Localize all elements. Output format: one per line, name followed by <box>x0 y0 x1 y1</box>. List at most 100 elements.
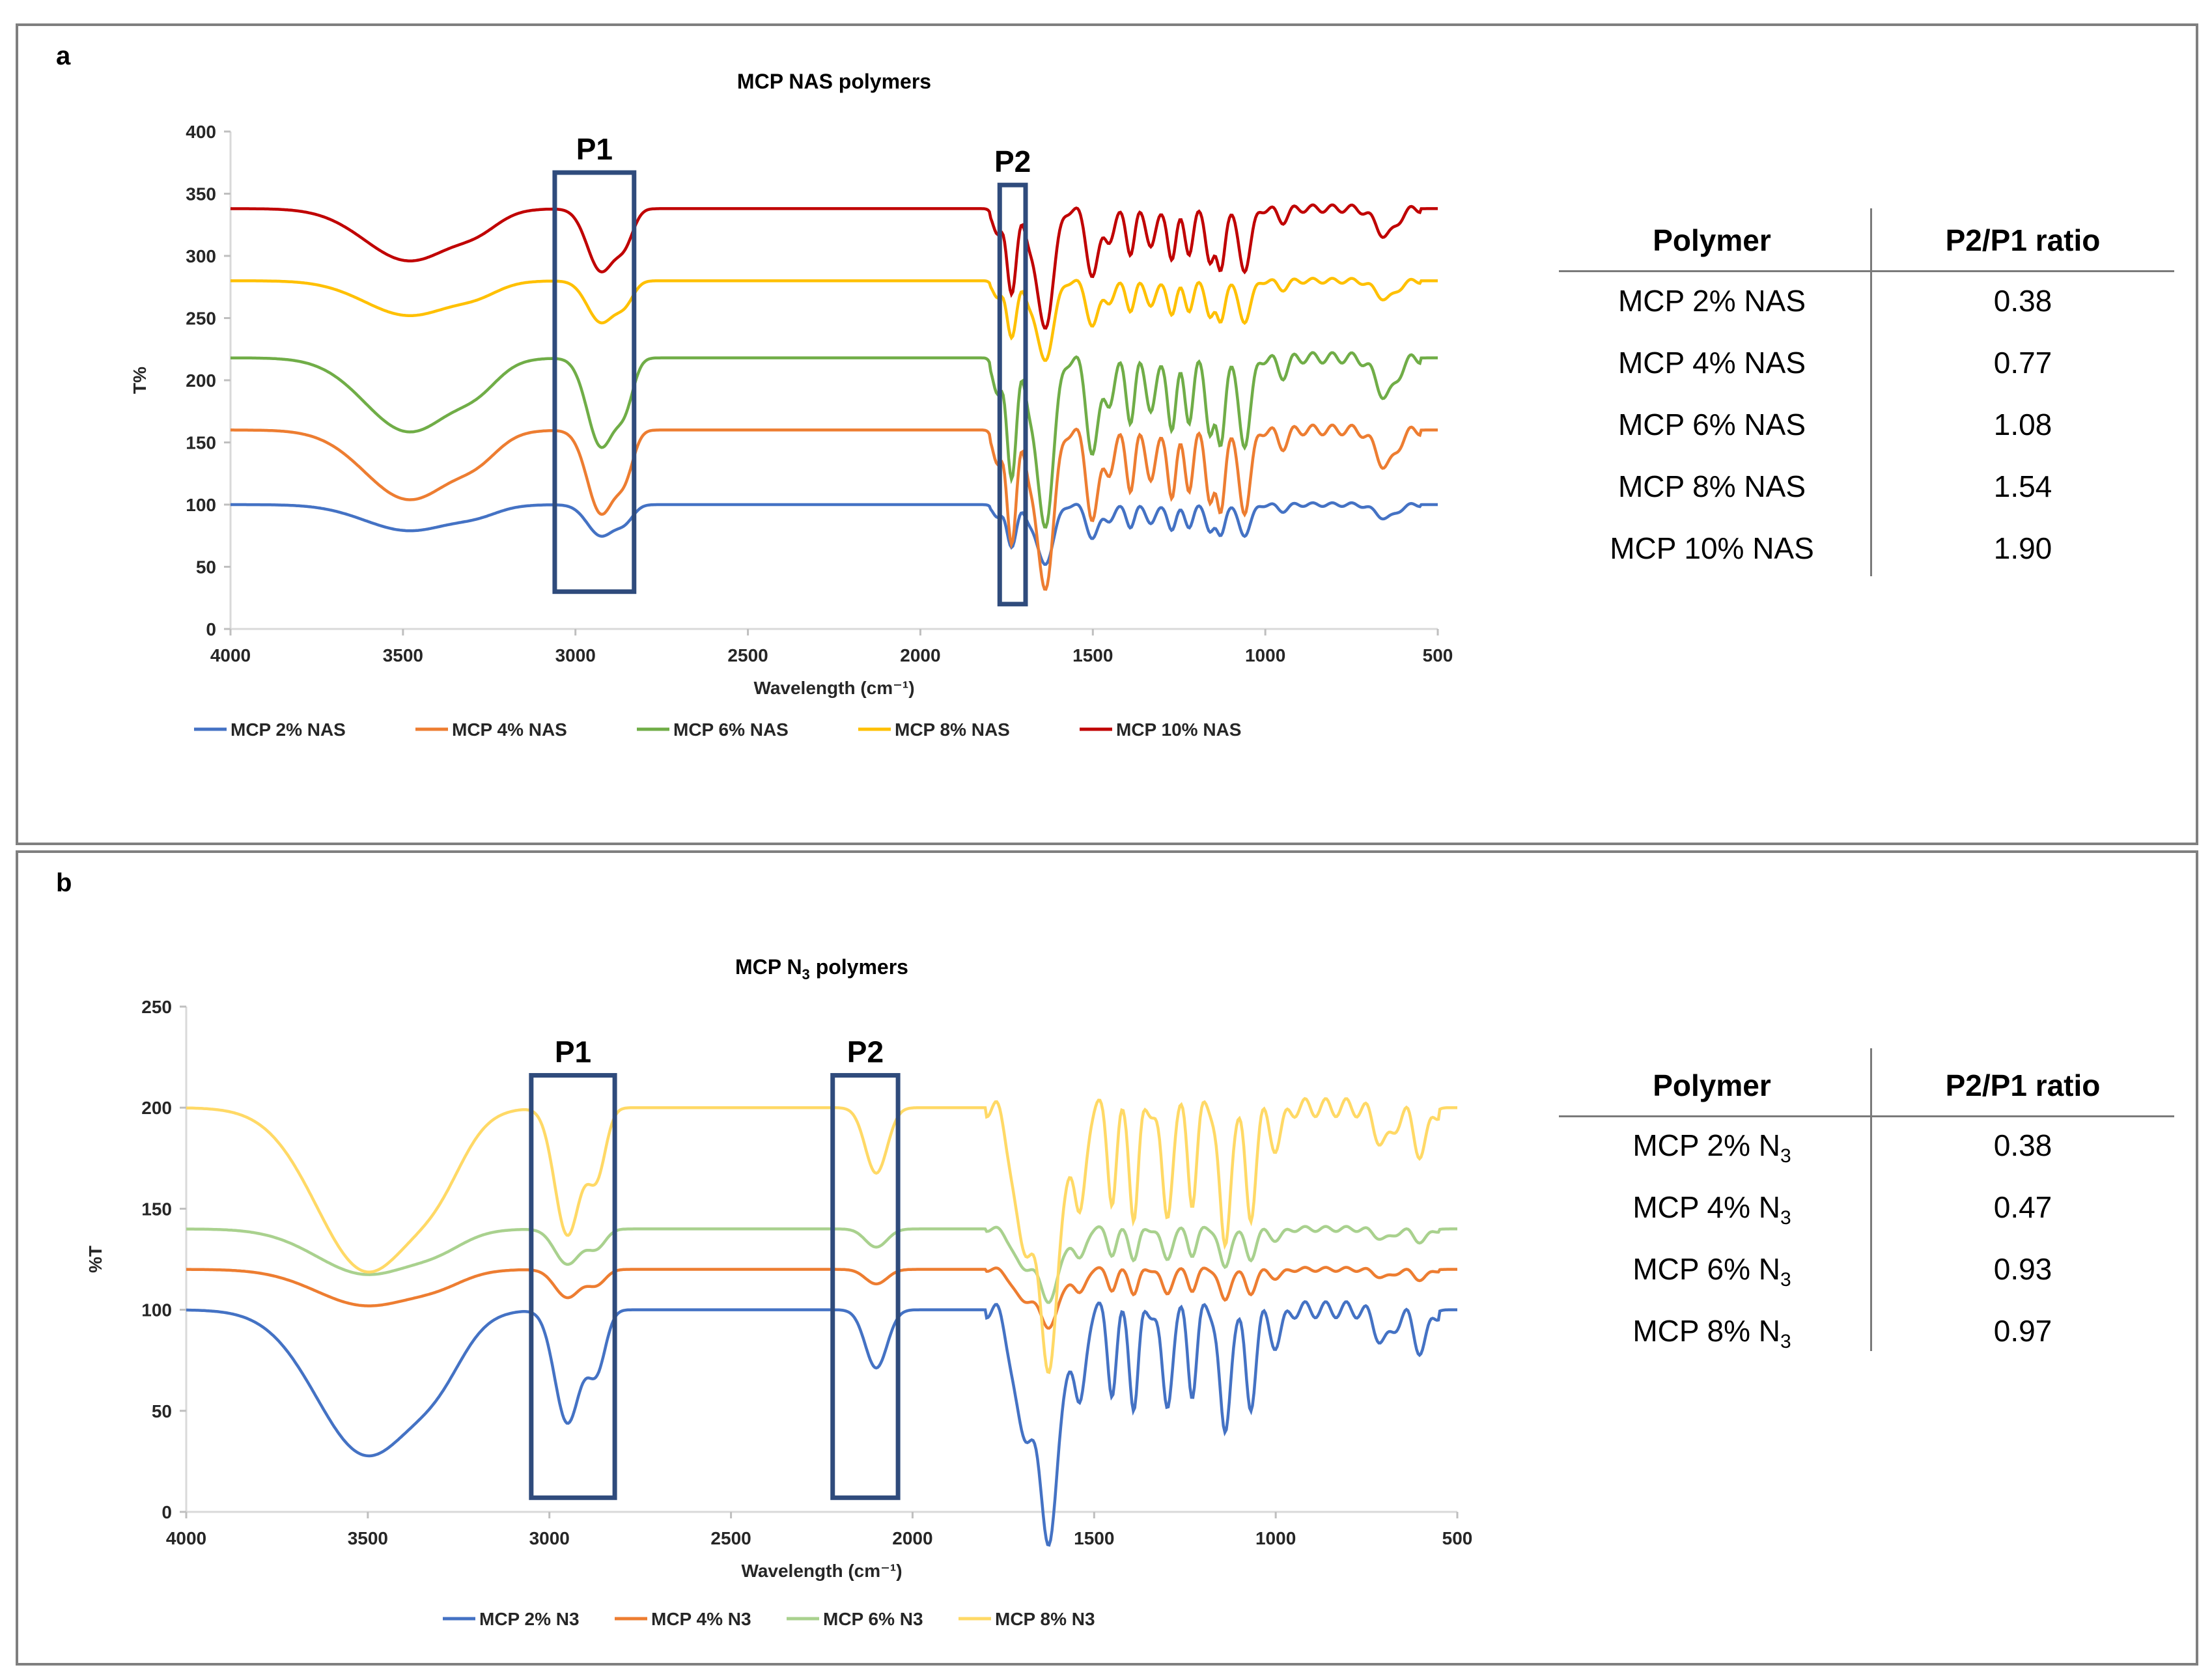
x-tick-label: 2000 <box>892 1528 932 1548</box>
table-cell-ratio: 1.08 <box>1993 408 2052 441</box>
series-line <box>231 501 1438 566</box>
x-axis-label: Wavelength (cm⁻¹) <box>753 678 914 698</box>
peak-box <box>830 1073 901 1500</box>
chart-b: MCP N3 polymers 0 50 100 150 200 250 4000 3500 30… <box>85 955 1473 1629</box>
x-axis-label: Wavelength (cm⁻¹) <box>741 1561 902 1581</box>
x-tick-label: 4000 <box>166 1528 206 1548</box>
legend-label: MCP 2% N3 <box>479 1609 580 1629</box>
peak-label: P2 <box>847 1035 884 1069</box>
y-tick-label: 0 <box>161 1502 172 1522</box>
x-tick-label: 2500 <box>727 645 768 665</box>
y-tick-label: 0 <box>206 619 216 639</box>
x-tick-label: 4000 <box>210 645 251 665</box>
y-tick-label: 300 <box>186 246 216 266</box>
subscript: 3 <box>1780 1145 1791 1167</box>
x-tick-label: 1000 <box>1245 645 1285 665</box>
table-divider <box>1559 1115 2174 1117</box>
y-tick-label: 400 <box>186 122 216 142</box>
table-header-ratio: P2/P1 ratio <box>1945 223 2101 257</box>
table-divider <box>1559 270 2174 272</box>
table-cell-ratio: 0.77 <box>1993 346 2052 380</box>
x-tick-label: 3000 <box>555 645 596 665</box>
x-tick-label: 2500 <box>710 1528 751 1548</box>
ratio-table-b: Polymer P2/P1 ratio MCP 2% N3 0.38 MCP 4… <box>1559 1048 2174 1361</box>
x-tick-label: 3500 <box>383 645 423 665</box>
x-tick-label: 3500 <box>348 1528 388 1548</box>
polymer-name: MCP 8% N <box>1632 1314 1780 1348</box>
x-tick-label: 500 <box>1423 645 1453 665</box>
subscript: 3 <box>1780 1269 1791 1290</box>
table-cell-ratio: 1.54 <box>1993 469 2052 503</box>
y-axis-label: %T <box>85 1246 105 1273</box>
series-line <box>230 203 1438 330</box>
series-line <box>231 423 1438 591</box>
y-tick-label: 100 <box>141 1300 172 1320</box>
table-cell-polymer: MCP 8% NAS <box>1617 469 1806 503</box>
y-tick-label: 150 <box>186 433 216 453</box>
y-tick-label: 200 <box>141 1098 172 1118</box>
legend-label: MCP 8% N3 <box>995 1609 1095 1629</box>
chart-a: MCP NAS polymers 0 50 100 150 200 250 300 350 400… <box>130 70 1453 740</box>
panel-label: b <box>56 869 72 897</box>
y-tick-label: 250 <box>186 309 216 329</box>
y-tick-label: 350 <box>186 184 216 204</box>
polymer-name: MCP 6% N <box>1632 1252 1780 1286</box>
legend-label: MCP 6% NAS <box>673 719 789 740</box>
series-line <box>186 1300 1457 1547</box>
table-divider <box>1870 208 1872 576</box>
peak-label: P2 <box>994 145 1031 178</box>
table-cell-polymer: MCP 2% NAS <box>1617 284 1806 318</box>
table-cell-ratio: 0.38 <box>1993 284 2052 318</box>
series-line <box>231 351 1438 529</box>
y-tick-label: 150 <box>141 1199 172 1219</box>
panel-label: a <box>56 42 71 70</box>
chart-title: MCP NAS polymers <box>737 70 931 93</box>
table-cell-polymer: MCP 4% N3 <box>1559 1190 1865 1229</box>
table-divider <box>1870 1048 1872 1351</box>
y-tick-label: 100 <box>186 495 216 515</box>
table-header-ratio: P2/P1 ratio <box>1945 1068 2101 1102</box>
table-cell-ratio: 0.97 <box>1993 1314 2052 1348</box>
x-tick-label: 2000 <box>900 645 940 665</box>
y-tick-label: 50 <box>152 1401 172 1421</box>
x-tick-label: 500 <box>1442 1528 1473 1548</box>
legend-label: MCP 10% NAS <box>1116 719 1241 740</box>
x-tick-label: 3000 <box>529 1528 570 1548</box>
legend-label: MCP 4% N3 <box>651 1609 751 1629</box>
polymer-name: MCP 4% N <box>1632 1190 1780 1224</box>
legend-label: MCP 6% N3 <box>823 1609 923 1629</box>
legend-label: MCP 2% NAS <box>231 719 346 740</box>
panel-b: b MCP N3 polymers 0 50 100 150 200 250 4000 3500… <box>16 850 2198 1666</box>
table-cell-ratio: 0.93 <box>1993 1252 2052 1286</box>
panel-a: a MCP NAS polymers 0 50 100 150 200 250 300 350 4… <box>16 23 2198 845</box>
table-cell-polymer: MCP 2% N3 <box>1559 1128 1865 1167</box>
series-line <box>186 1225 1457 1304</box>
y-axis-label: T% <box>130 367 150 394</box>
subscript: 3 <box>1780 1207 1791 1229</box>
table-header-polymer: Polymer <box>1653 1068 1771 1102</box>
x-tick-label: 1500 <box>1072 645 1113 665</box>
table-cell-polymer: MCP 10% NAS <box>1610 531 1814 565</box>
peak-box <box>529 1073 617 1500</box>
table-cell-polymer: MCP 4% NAS <box>1617 346 1806 380</box>
polymer-name: MCP 2% N <box>1632 1128 1780 1162</box>
chart-title: MCP N3 polymers <box>735 955 908 983</box>
series-line <box>186 1096 1457 1374</box>
table-header-polymer: Polymer <box>1653 223 1771 257</box>
y-tick-label: 250 <box>141 997 172 1017</box>
series-line <box>186 1266 1457 1330</box>
table-cell-polymer: MCP 6% NAS <box>1617 408 1806 441</box>
x-tick-label: 1000 <box>1255 1528 1296 1548</box>
table-cell-ratio: 1.90 <box>1993 531 2052 565</box>
table-cell-ratio: 0.38 <box>1993 1128 2052 1162</box>
peak-label: P1 <box>555 1035 591 1069</box>
legend-label: MCP 4% NAS <box>452 719 567 740</box>
subscript: 3 <box>1780 1331 1791 1352</box>
peak-box <box>552 170 637 594</box>
y-tick-label: 50 <box>196 557 216 578</box>
y-tick-label: 200 <box>186 370 216 391</box>
x-tick-label: 1500 <box>1074 1528 1114 1548</box>
ratio-table-a: Polymer P2/P1 ratio MCP 2% NAS 0.38 MCP … <box>1559 182 2174 576</box>
table-cell-ratio: 0.47 <box>1993 1190 2052 1224</box>
table-cell-polymer: MCP 6% N3 <box>1559 1251 1865 1291</box>
